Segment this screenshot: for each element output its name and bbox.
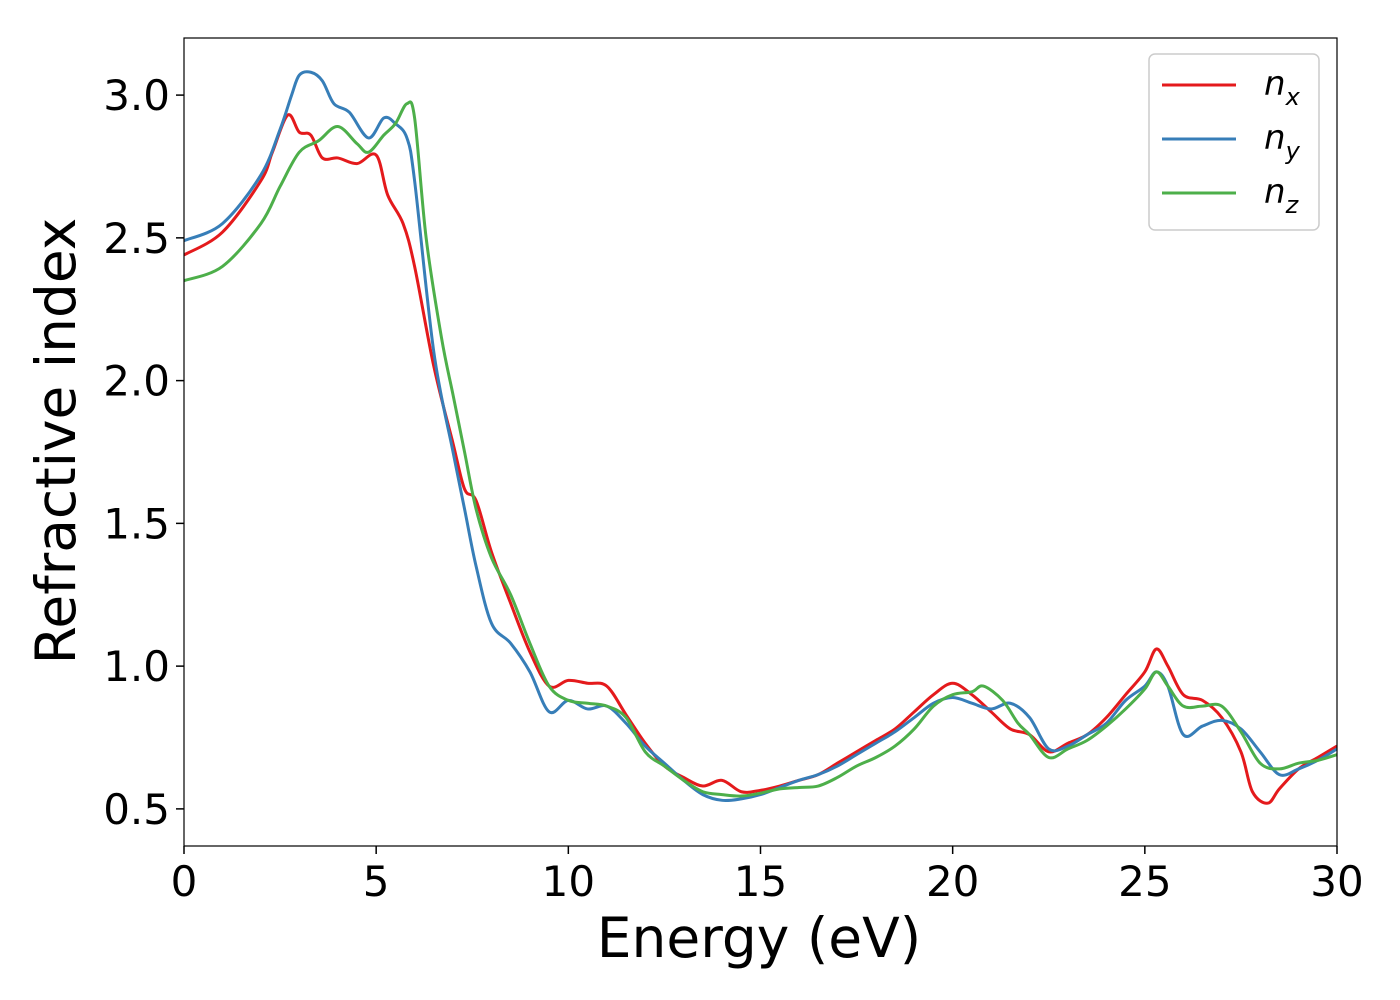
x-tick-label: 10 — [542, 857, 595, 906]
legend-label-y: ny — [1264, 118, 1301, 165]
x-tick-label: 30 — [1310, 857, 1363, 906]
y-tick-label: 1.0 — [103, 642, 170, 691]
legend-label-z: nz — [1264, 172, 1300, 219]
y-tick-label: 2.5 — [103, 214, 170, 263]
series-line-n-z — [184, 100, 1337, 798]
y-tick-label: 2.0 — [103, 357, 170, 406]
x-tick-label: 0 — [171, 857, 198, 906]
x-tick-label: 20 — [926, 857, 979, 906]
x-axis-label: Energy (eV) — [597, 906, 921, 970]
y-axis-ticks: 0.5 1.0 1.5 2.0 2.5 3.0 — [103, 71, 184, 834]
legend-label-x: nx — [1264, 64, 1301, 111]
legend-box — [1148, 53, 1320, 231]
y-tick-label: 1.5 — [103, 499, 170, 548]
y-tick-label: 0.5 — [103, 785, 170, 834]
x-tick-label: 15 — [734, 857, 787, 906]
y-axis-label: Refractive index — [24, 218, 88, 665]
x-tick-label: 5 — [363, 857, 390, 906]
series-lines — [184, 70, 1337, 805]
y-tick-label: 3.0 — [103, 71, 170, 120]
x-tick-label: 25 — [1118, 857, 1171, 906]
series-line-n-x — [184, 113, 1337, 805]
legend: nx ny nz — [1148, 53, 1320, 231]
x-axis-ticks: 0 5 10 15 20 25 30 — [171, 846, 1364, 906]
